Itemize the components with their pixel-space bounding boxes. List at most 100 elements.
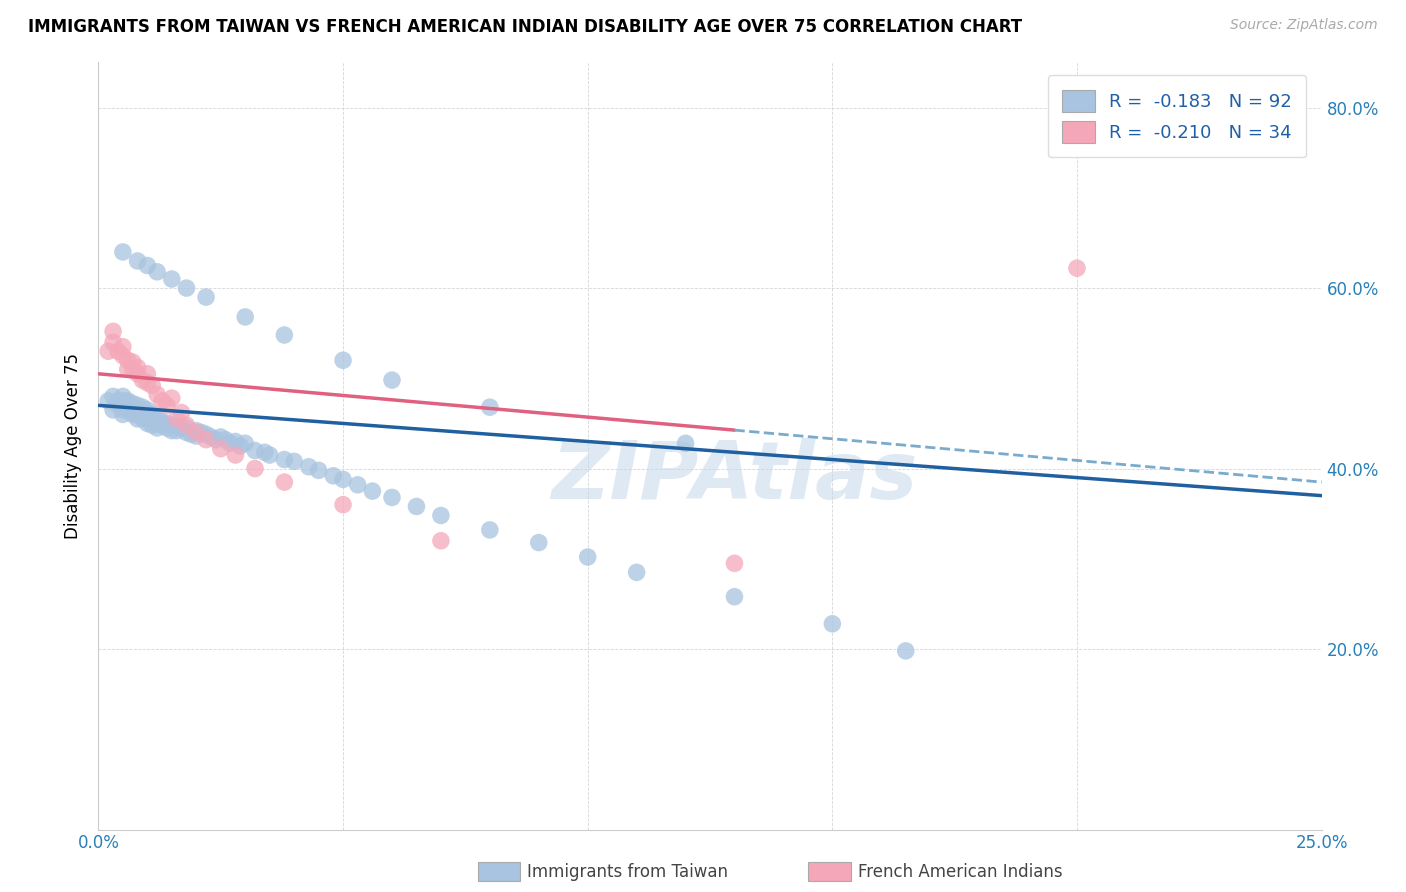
Point: [298, 459, 321, 474]
Point: [141, 412, 163, 426]
Point: [1066, 261, 1088, 276]
Point: [723, 557, 745, 571]
Point: [136, 259, 159, 273]
Point: [136, 417, 159, 431]
Point: [209, 442, 232, 456]
Point: [131, 373, 153, 387]
Point: [219, 436, 242, 450]
Point: [111, 340, 134, 354]
Point: [160, 418, 183, 433]
Point: [186, 425, 208, 440]
Text: Immigrants from Taiwan: Immigrants from Taiwan: [527, 863, 728, 881]
Point: [97, 344, 120, 359]
Text: IMMIGRANTS FROM TAIWAN VS FRENCH AMERICAN INDIAN DISABILITY AGE OVER 75 CORRELAT: IMMIGRANTS FROM TAIWAN VS FRENCH AMERICA…: [28, 18, 1022, 36]
Point: [332, 472, 354, 486]
Point: [166, 424, 188, 438]
Point: [121, 400, 143, 414]
Point: [576, 549, 599, 564]
Text: French American Indians: French American Indians: [858, 863, 1063, 881]
Y-axis label: Disability Age Over 75: Disability Age Over 75: [65, 353, 83, 539]
Point: [332, 498, 354, 512]
Point: [186, 429, 208, 443]
Point: [224, 434, 246, 449]
Point: [180, 427, 202, 442]
Point: [141, 408, 163, 422]
Point: [127, 398, 149, 412]
Point: [131, 400, 153, 414]
Point: [111, 393, 134, 408]
Point: [117, 362, 139, 376]
Point: [101, 335, 124, 350]
Point: [97, 393, 120, 408]
Point: [121, 362, 143, 376]
Point: [195, 290, 218, 304]
Point: [170, 406, 193, 420]
Point: [131, 409, 153, 424]
Point: [127, 254, 149, 268]
Point: [308, 463, 330, 477]
Point: [273, 475, 295, 489]
Point: [229, 439, 252, 453]
Point: [117, 353, 139, 368]
Point: [111, 389, 134, 403]
Point: [190, 425, 212, 440]
Point: [361, 484, 384, 499]
Point: [195, 433, 218, 447]
Point: [209, 430, 232, 444]
Point: [156, 417, 179, 431]
Point: [101, 389, 124, 403]
Point: [127, 412, 149, 426]
Text: Source: ZipAtlas.com: Source: ZipAtlas.com: [1230, 18, 1378, 32]
Point: [121, 355, 143, 369]
Point: [200, 430, 222, 444]
Point: [127, 408, 149, 422]
Point: [111, 403, 134, 417]
Point: [121, 396, 143, 410]
Point: [121, 408, 143, 422]
Point: [146, 412, 169, 426]
Point: [111, 408, 134, 422]
Point: [166, 418, 188, 433]
Point: [243, 443, 266, 458]
Point: [176, 421, 198, 435]
Point: [117, 398, 139, 412]
Point: [186, 424, 208, 438]
Text: ZIPAtlas: ZIPAtlas: [551, 438, 918, 516]
Point: [273, 328, 295, 343]
Point: [381, 373, 404, 387]
Point: [111, 349, 134, 363]
Point: [136, 408, 159, 422]
Point: [131, 412, 153, 426]
Point: [243, 461, 266, 475]
Point: [233, 436, 256, 450]
Point: [322, 468, 344, 483]
Point: [346, 478, 368, 492]
Point: [127, 406, 149, 420]
Point: [205, 433, 228, 447]
Point: [626, 566, 648, 580]
Point: [176, 281, 198, 295]
Point: [107, 344, 129, 359]
Point: [675, 436, 697, 450]
Point: [478, 400, 501, 414]
Point: [150, 418, 173, 433]
Point: [273, 452, 295, 467]
Point: [723, 590, 745, 604]
Point: [141, 378, 163, 392]
Point: [821, 616, 844, 631]
Point: [150, 393, 173, 408]
Point: [136, 367, 159, 381]
Point: [283, 454, 305, 468]
Point: [107, 393, 129, 408]
Point: [146, 265, 169, 279]
Point: [160, 272, 183, 286]
Point: [381, 491, 404, 505]
Point: [156, 398, 179, 412]
Point: [332, 353, 354, 368]
Point: [150, 415, 173, 429]
Point: [141, 418, 163, 433]
Point: [146, 417, 169, 431]
Point: [224, 448, 246, 462]
Point: [170, 421, 193, 435]
Point: [101, 403, 124, 417]
